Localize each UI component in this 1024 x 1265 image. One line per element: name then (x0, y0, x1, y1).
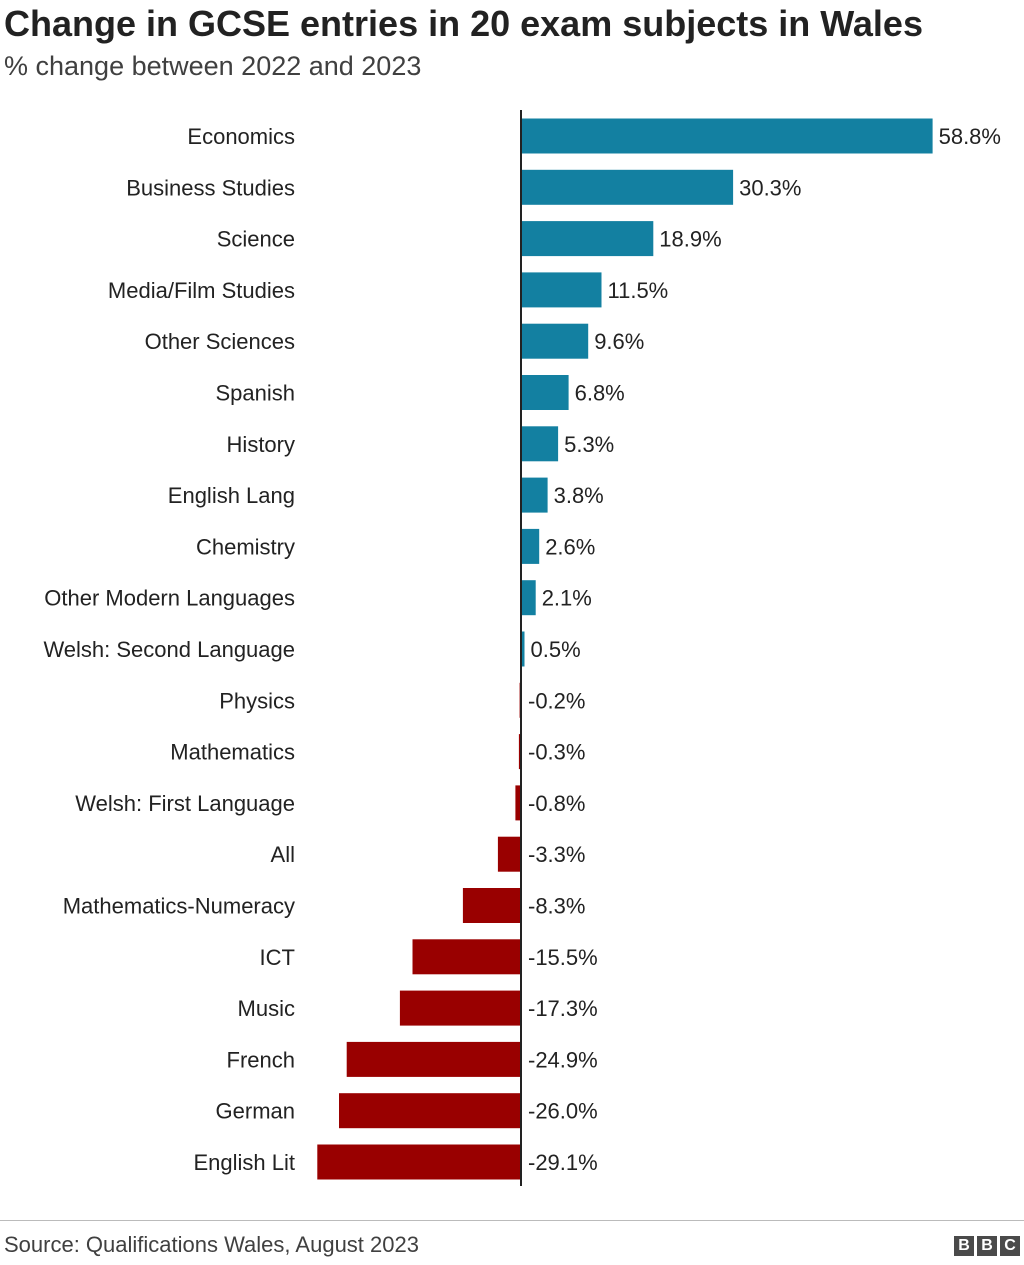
category-label: Mathematics (170, 740, 295, 765)
value-label: -8.3% (528, 894, 585, 919)
value-label: -17.3% (528, 996, 598, 1021)
bar (515, 785, 521, 821)
value-label: 5.3% (564, 432, 614, 457)
bar (521, 631, 525, 667)
value-label: 2.6% (545, 534, 595, 559)
category-label: Spanish (215, 381, 295, 406)
category-label: French (227, 1047, 295, 1072)
bar (521, 477, 548, 513)
value-label: -0.8% (528, 791, 585, 816)
bar (521, 118, 933, 154)
bar (521, 221, 654, 257)
value-label: 58.8% (939, 124, 1001, 149)
value-label: 18.9% (659, 227, 721, 252)
category-label: Other Modern Languages (44, 586, 295, 611)
bar (521, 528, 540, 564)
category-label: English Lit (193, 1150, 295, 1175)
category-label: Welsh: First Language (75, 791, 295, 816)
logo-letter: B (977, 1236, 997, 1256)
bar (518, 734, 521, 770)
value-label: 2.1% (542, 586, 592, 611)
bbc-logo: B B C (954, 1236, 1020, 1256)
bar (521, 169, 734, 205)
bars-group (317, 118, 933, 1180)
bar (521, 323, 589, 359)
category-label: Science (217, 227, 295, 252)
footer-divider (0, 1220, 1024, 1221)
bar (399, 990, 521, 1026)
bar (497, 836, 521, 872)
bar (317, 1144, 521, 1180)
logo-letter: B (954, 1236, 974, 1256)
value-label: 11.5% (608, 278, 669, 303)
bar (521, 426, 559, 462)
category-label: Chemistry (196, 534, 295, 559)
category-label: Other Sciences (145, 329, 295, 354)
value-label: -29.1% (528, 1150, 598, 1175)
bar-chart: Economics Business Studies Science Media/Fi… (43, 110, 1001, 1186)
value-labels: 58.8% 30.3% 18.9% 11.5% 9.6% 6.8% 5.3% 3.8% 2.6%… (528, 124, 1001, 1175)
bar (412, 939, 521, 975)
category-label: Economics (187, 124, 295, 149)
chart-subtitle: % change between 2022 and 2023 (4, 51, 422, 81)
value-label: -0.3% (528, 740, 585, 765)
bar (346, 1041, 521, 1077)
category-label: Music (238, 996, 295, 1021)
chart-title: Change in GCSE entries in 20 exam subjec… (4, 3, 923, 44)
value-label: -26.0% (528, 1099, 598, 1124)
value-label: 3.8% (554, 483, 604, 508)
category-label: Mathematics-Numeracy (63, 894, 295, 919)
value-label: -0.2% (528, 688, 585, 713)
value-label: 6.8% (575, 381, 625, 406)
category-label: ICT (260, 945, 295, 970)
value-label: 0.5% (531, 637, 581, 662)
value-label: -24.9% (528, 1047, 598, 1072)
category-label: German (216, 1099, 295, 1124)
category-label: Welsh: Second Language (43, 637, 295, 662)
bar (521, 375, 569, 410)
value-label: 30.3% (739, 175, 801, 200)
category-label: Physics (219, 688, 295, 713)
logo-letter: C (1000, 1236, 1020, 1256)
category-label: All (271, 842, 295, 867)
category-label: Business Studies (126, 175, 295, 200)
value-label: -3.3% (528, 842, 585, 867)
category-label: English Lang (168, 483, 295, 508)
value-label: -15.5% (528, 945, 598, 970)
category-label: History (227, 432, 295, 457)
bar (521, 272, 602, 308)
bar (462, 888, 521, 923)
source-note: Source: Qualifications Wales, August 202… (4, 1232, 419, 1257)
bar (339, 1093, 521, 1129)
category-label: Media/Film Studies (108, 278, 295, 303)
value-label: 9.6% (594, 329, 644, 354)
category-labels: Economics Business Studies Science Media/Fi… (43, 124, 295, 1175)
bar (521, 580, 536, 616)
